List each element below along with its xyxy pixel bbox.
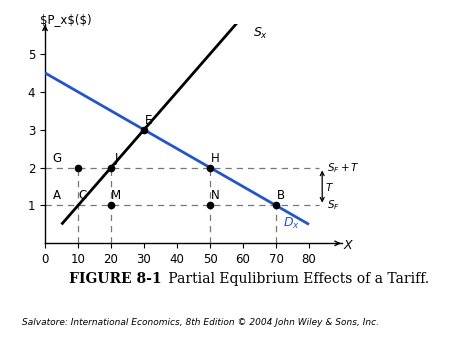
Text: M: M — [111, 190, 121, 202]
Text: $X$: $X$ — [343, 239, 354, 252]
Text: $S_x$: $S_x$ — [253, 26, 268, 41]
Text: J: J — [114, 151, 117, 165]
Text: $T$: $T$ — [325, 180, 334, 193]
Text: FIGURE 8-1: FIGURE 8-1 — [69, 272, 162, 286]
Text: $S_F + T$: $S_F + T$ — [327, 161, 360, 174]
Text: N: N — [211, 190, 219, 202]
Text: C: C — [79, 190, 87, 202]
Text: E: E — [145, 114, 153, 127]
Text: $S_F$: $S_F$ — [327, 199, 340, 212]
Text: Salvatore: International Economics, 8th Edition © 2004 John Wiley & Sons, Inc.: Salvatore: International Economics, 8th … — [22, 318, 379, 327]
Text: $P_x$($): $P_x$($) — [40, 13, 92, 26]
Text: G: G — [52, 151, 61, 165]
Text: $D_x$: $D_x$ — [283, 216, 300, 231]
Text: Partial Equlibrium Effects of a Tariff.: Partial Equlibrium Effects of a Tariff. — [164, 272, 429, 286]
Text: H: H — [211, 151, 219, 165]
Text: B: B — [277, 190, 285, 202]
Text: A: A — [53, 190, 61, 202]
